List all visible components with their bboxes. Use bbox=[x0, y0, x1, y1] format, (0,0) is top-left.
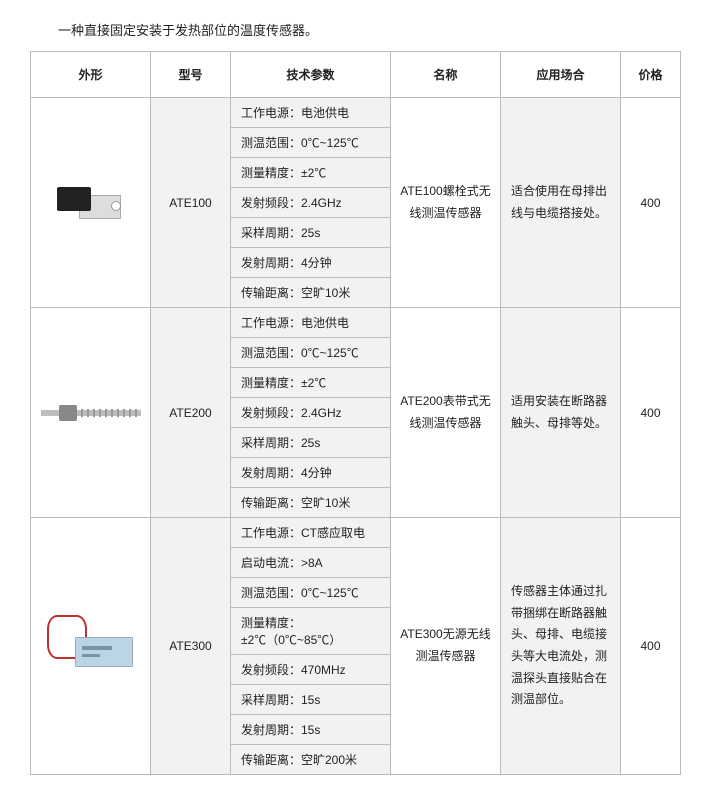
cell-shape bbox=[31, 98, 151, 308]
th-use: 应用场合 bbox=[501, 52, 621, 98]
cell-price: 400 bbox=[621, 308, 681, 518]
cell-spec: 采样周期：15s bbox=[231, 685, 391, 715]
cell-spec: 测量精度：±2℃ bbox=[231, 368, 391, 398]
cell-spec: 发射周期：15s bbox=[231, 715, 391, 745]
cell-use: 传感器主体通过扎带捆绑在断路器触头、母排、电缆接头等大电流处，测温探头直接贴合在… bbox=[501, 518, 621, 775]
cell-shape bbox=[31, 308, 151, 518]
cell-spec: 工作电源：电池供电 bbox=[231, 98, 391, 128]
table-row: ATE100工作电源：电池供电ATE100螺栓式无线测温传感器适合使用在母排出线… bbox=[31, 98, 681, 128]
cell-spec: 传输距离：空旷200米 bbox=[231, 745, 391, 775]
cell-spec: 测量精度：±2℃（0℃~85℃） bbox=[231, 608, 391, 655]
cell-spec: 发射周期：4分钟 bbox=[231, 248, 391, 278]
th-name: 名称 bbox=[391, 52, 501, 98]
cell-model: ATE100 bbox=[151, 98, 231, 308]
cell-spec: 传输距离：空旷10米 bbox=[231, 278, 391, 308]
table-row: ATE300工作电源：CT感应取电ATE300无源无线测温传感器传感器主体通过扎… bbox=[31, 518, 681, 548]
th-spec: 技术参数 bbox=[231, 52, 391, 98]
intro-text: 一种直接固定安装于发热部位的温度传感器。 bbox=[58, 20, 681, 39]
cell-name: ATE200表带式无线测温传感器 bbox=[391, 308, 501, 518]
th-price: 价格 bbox=[621, 52, 681, 98]
spec-table: 外形 型号 技术参数 名称 应用场合 价格 ATE100工作电源：电池供电ATE… bbox=[30, 51, 681, 775]
cell-spec: 测温范围：0℃~125℃ bbox=[231, 128, 391, 158]
cell-spec: 启动电流：>8A bbox=[231, 548, 391, 578]
table-row: ATE200工作电源：电池供电ATE200表带式无线测温传感器适用安装在断路器触… bbox=[31, 308, 681, 338]
cell-spec: 发射频段：2.4GHz bbox=[231, 398, 391, 428]
cell-model: ATE200 bbox=[151, 308, 231, 518]
cell-price: 400 bbox=[621, 98, 681, 308]
cell-spec: 发射频段：2.4GHz bbox=[231, 188, 391, 218]
th-model: 型号 bbox=[151, 52, 231, 98]
cell-spec: 工作电源：电池供电 bbox=[231, 308, 391, 338]
cell-use: 适合使用在母排出线与电缆搭接处。 bbox=[501, 98, 621, 308]
table-header-row: 外形 型号 技术参数 名称 应用场合 价格 bbox=[31, 52, 681, 98]
th-shape: 外形 bbox=[31, 52, 151, 98]
cell-model: ATE300 bbox=[151, 518, 231, 775]
cell-use: 适用安装在断路器触头、母排等处。 bbox=[501, 308, 621, 518]
cell-spec: 测量精度：±2℃ bbox=[231, 158, 391, 188]
cell-spec: 传输距离：空旷10米 bbox=[231, 488, 391, 518]
cell-spec: 发射周期：4分钟 bbox=[231, 458, 391, 488]
cell-spec: 测温范围：0℃~125℃ bbox=[231, 578, 391, 608]
cell-name: ATE300无源无线测温传感器 bbox=[391, 518, 501, 775]
cell-spec: 采样周期：25s bbox=[231, 428, 391, 458]
cell-price: 400 bbox=[621, 518, 681, 775]
cell-spec: 测温范围：0℃~125℃ bbox=[231, 338, 391, 368]
cell-spec: 工作电源：CT感应取电 bbox=[231, 518, 391, 548]
cell-spec: 发射频段：470MHz bbox=[231, 655, 391, 685]
cell-shape bbox=[31, 518, 151, 775]
cell-name: ATE100螺栓式无线测温传感器 bbox=[391, 98, 501, 308]
cell-spec: 采样周期：25s bbox=[231, 218, 391, 248]
